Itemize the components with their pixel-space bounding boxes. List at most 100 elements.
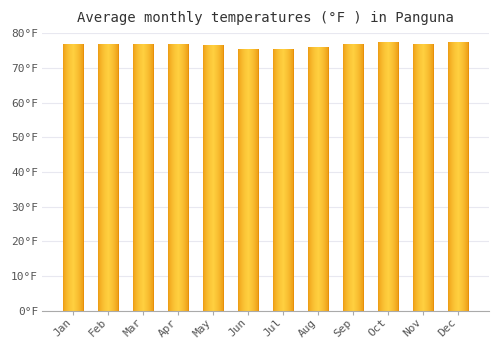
Bar	[78, 44, 79, 310]
Bar	[312, 47, 313, 310]
Bar	[363, 44, 364, 310]
Bar	[65, 44, 66, 310]
Bar	[253, 49, 254, 310]
Bar	[420, 44, 421, 310]
Bar	[425, 44, 426, 310]
Bar	[217, 46, 218, 310]
Bar	[380, 42, 382, 310]
Bar	[139, 44, 140, 310]
Bar	[151, 44, 152, 310]
Bar	[182, 44, 183, 310]
Bar	[246, 49, 247, 310]
Bar	[465, 42, 466, 310]
Bar	[183, 44, 184, 310]
Bar	[325, 47, 326, 310]
Bar	[382, 42, 383, 310]
Bar	[137, 44, 138, 310]
Bar	[102, 44, 103, 310]
Bar	[251, 49, 252, 310]
Bar	[348, 44, 349, 310]
Bar	[289, 49, 290, 310]
Bar	[310, 47, 312, 310]
Bar	[285, 49, 286, 310]
Bar	[315, 47, 316, 310]
Bar	[378, 42, 379, 310]
Bar	[116, 44, 117, 310]
Bar	[390, 42, 391, 310]
Bar	[460, 42, 461, 310]
Bar	[361, 44, 362, 310]
Bar	[424, 44, 425, 310]
Bar	[174, 44, 175, 310]
Bar	[274, 49, 275, 310]
Bar	[142, 44, 143, 310]
Bar	[355, 44, 356, 310]
Bar	[275, 49, 276, 310]
Bar	[152, 44, 153, 310]
Bar	[347, 44, 348, 310]
Bar	[422, 44, 423, 310]
Bar	[356, 44, 357, 310]
Bar	[386, 42, 387, 310]
Bar	[75, 44, 76, 310]
Bar	[257, 49, 258, 310]
Bar	[456, 42, 457, 310]
Bar	[136, 44, 137, 310]
Bar	[244, 49, 245, 310]
Bar	[110, 44, 111, 310]
Bar	[141, 44, 142, 310]
Bar	[176, 44, 177, 310]
Bar	[326, 47, 327, 310]
Bar	[115, 44, 116, 310]
Bar	[209, 46, 210, 310]
Bar	[220, 46, 221, 310]
Bar	[140, 44, 141, 310]
Title: Average monthly temperatures (°F ) in Panguna: Average monthly temperatures (°F ) in Pa…	[77, 11, 454, 25]
Bar	[362, 44, 363, 310]
Bar	[112, 44, 113, 310]
Bar	[103, 44, 104, 310]
Bar	[150, 44, 151, 310]
Bar	[288, 49, 289, 310]
Bar	[214, 46, 215, 310]
Bar	[466, 42, 467, 310]
Bar	[207, 46, 208, 310]
Bar	[357, 44, 358, 310]
Bar	[250, 49, 251, 310]
Bar	[153, 44, 154, 310]
Bar	[432, 44, 433, 310]
Bar	[278, 49, 279, 310]
Bar	[240, 49, 242, 310]
Bar	[114, 44, 115, 310]
Bar	[106, 44, 107, 310]
Bar	[463, 42, 464, 310]
Bar	[427, 44, 428, 310]
Bar	[279, 49, 280, 310]
Bar	[222, 46, 223, 310]
Bar	[173, 44, 174, 310]
Bar	[342, 44, 343, 310]
Bar	[99, 44, 100, 310]
Bar	[292, 49, 293, 310]
Bar	[147, 44, 148, 310]
Bar	[138, 44, 139, 310]
Bar	[208, 46, 209, 310]
Bar	[413, 44, 414, 310]
Bar	[419, 44, 420, 310]
Bar	[327, 47, 328, 310]
Bar	[105, 44, 106, 310]
Bar	[389, 42, 390, 310]
Bar	[212, 46, 213, 310]
Bar	[344, 44, 345, 310]
Bar	[134, 44, 135, 310]
Bar	[66, 44, 67, 310]
Bar	[148, 44, 149, 310]
Bar	[452, 42, 453, 310]
Bar	[346, 44, 347, 310]
Bar	[83, 44, 84, 310]
Bar	[256, 49, 257, 310]
Bar	[455, 42, 456, 310]
Bar	[132, 44, 133, 310]
Bar	[104, 44, 105, 310]
Bar	[450, 42, 452, 310]
